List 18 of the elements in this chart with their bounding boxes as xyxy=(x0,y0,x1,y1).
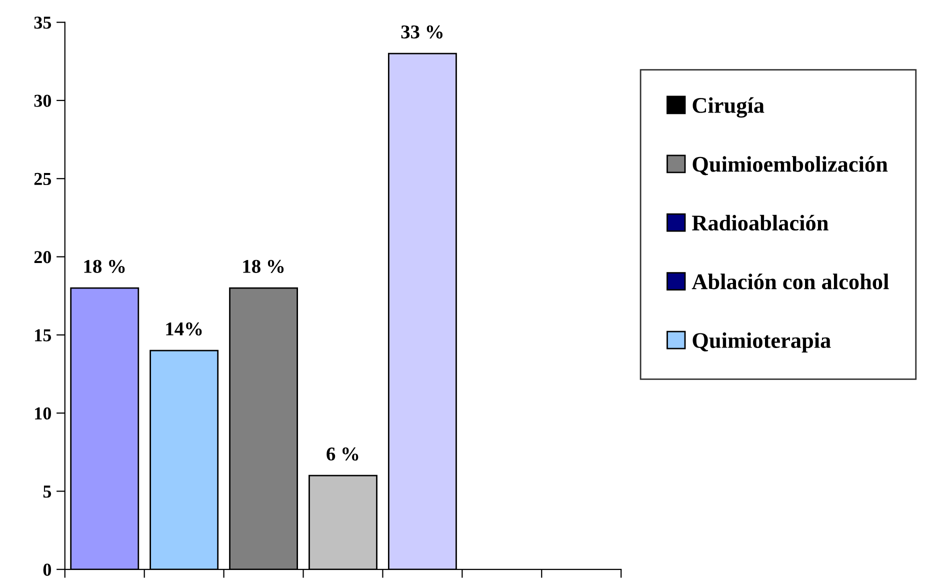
legend-label: Ablación con alcohol xyxy=(692,274,889,290)
y-tick-label: 10 xyxy=(35,407,52,420)
y-tick-label: 0 xyxy=(43,564,52,576)
data-label: 14% xyxy=(166,322,202,336)
legend-label: Cirugía xyxy=(692,97,764,118)
y-tick-label: 35 xyxy=(34,16,52,29)
legend-label: Quimioterapia xyxy=(692,332,831,353)
y-tick-label: 25 xyxy=(34,172,52,186)
y-tick-label: 20 xyxy=(34,251,52,264)
data-label: 6 % xyxy=(326,447,358,461)
data-label: 18 % xyxy=(84,260,125,274)
legend-label: Radioablación xyxy=(692,214,828,231)
data-label: 33 % xyxy=(401,25,442,39)
legend-label: Quimioembolización xyxy=(692,156,888,176)
data-label: 18 % xyxy=(243,260,284,274)
y-tick-label: 15 xyxy=(35,329,52,342)
y-tick-label: 5 xyxy=(43,486,52,498)
y-tick-label: 30 xyxy=(34,94,52,107)
